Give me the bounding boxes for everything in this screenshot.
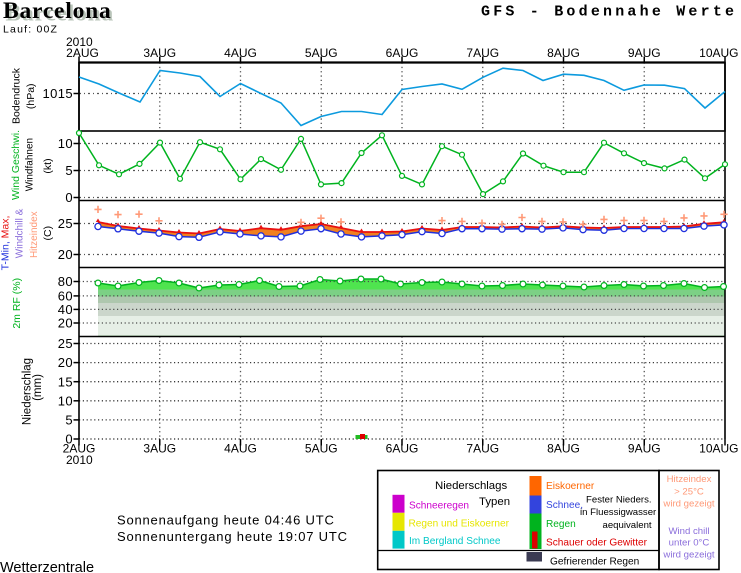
svg-text:Windchill &: Windchill &: [14, 208, 25, 258]
svg-text:8AUG: 8AUG: [547, 46, 580, 60]
svg-text:Wetterzentrale: Wetterzentrale: [0, 560, 94, 573]
svg-text:5: 5: [65, 413, 73, 428]
svg-text:7AUG: 7AUG: [466, 442, 499, 456]
svg-text:8AUG: 8AUG: [547, 442, 580, 456]
svg-text:5: 5: [65, 163, 73, 178]
svg-text:Sonnenaufgang heute 04:46 UTC: Sonnenaufgang heute 04:46 UTC: [117, 512, 335, 527]
svg-text:2m RF (%): 2m RF (%): [11, 278, 23, 329]
svg-text:Barcelona: Barcelona: [3, 0, 112, 24]
svg-text:Hitzeindex: Hitzeindex: [29, 211, 40, 258]
svg-text:> 25°C: > 25°C: [674, 487, 704, 498]
svg-text:4AUG: 4AUG: [224, 46, 257, 60]
svg-text:Gefrierender Regen: Gefrierender Regen: [550, 557, 639, 568]
svg-text:Lauf: 00Z: Lauf: 00Z: [3, 24, 58, 36]
svg-text:Im Bergland Schnee: Im Bergland Schnee: [409, 536, 501, 547]
svg-text:25: 25: [58, 216, 73, 231]
svg-text:(mm): (mm): [32, 374, 44, 401]
svg-text:Wind Geschwi.: Wind Geschwi.: [10, 130, 22, 200]
svg-text:10: 10: [58, 393, 73, 408]
svg-text:15: 15: [58, 374, 73, 389]
svg-text:Regen: Regen: [546, 519, 576, 530]
svg-text:6AUG: 6AUG: [386, 46, 419, 60]
svg-text:20: 20: [58, 316, 73, 331]
svg-text:Regen und Eiskoerner: Regen und Eiskoerner: [409, 519, 510, 530]
svg-text:Fester Nieders.: Fester Nieders.: [586, 495, 652, 506]
svg-text:Barcelona: Barcelona: [6, 1, 115, 27]
svg-text:20: 20: [58, 247, 73, 262]
svg-text:9AUG: 9AUG: [628, 46, 661, 60]
svg-text:25: 25: [58, 336, 73, 351]
svg-text:2010: 2010: [66, 35, 93, 49]
svg-text:5AUG: 5AUG: [305, 46, 338, 60]
svg-text:wird gezeigt: wird gezeigt: [662, 499, 715, 510]
svg-text:80: 80: [58, 274, 73, 289]
svg-text:40: 40: [58, 302, 73, 317]
svg-text:Schnee,: Schnee,: [546, 500, 583, 511]
svg-text:0: 0: [65, 190, 73, 205]
svg-text:10AUG: 10AUG: [699, 442, 738, 456]
svg-text:60: 60: [58, 289, 73, 304]
svg-text:Typen: Typen: [479, 496, 510, 508]
svg-text:(kt): (kt): [42, 158, 54, 173]
svg-text:T-Min, Max,: T-Min, Max,: [0, 216, 11, 271]
svg-text:2010: 2010: [66, 453, 93, 467]
svg-text:wird gezeigt: wird gezeigt: [662, 550, 715, 561]
svg-text:2AUG: 2AUG: [63, 442, 96, 456]
svg-text:aequivalent: aequivalent: [603, 520, 652, 531]
svg-text:Schauer oder Gewitter: Schauer oder Gewitter: [546, 538, 648, 549]
svg-text:5AUG: 5AUG: [305, 442, 338, 456]
svg-text:7AUG: 7AUG: [466, 46, 499, 60]
svg-text:GFS - Bodennahe Werte: GFS - Bodennahe Werte: [481, 4, 737, 21]
svg-text:Niederschlags: Niederschlags: [435, 480, 507, 492]
svg-text:1015: 1015: [42, 86, 73, 101]
svg-text:Sonnenuntergang heute 19:07 UT: Sonnenuntergang heute 19:07 UTC: [117, 529, 348, 544]
svg-text:in Fluessigwasser: in Fluessigwasser: [580, 507, 657, 518]
svg-text:6AUG: 6AUG: [386, 442, 419, 456]
svg-text:9AUG: 9AUG: [628, 442, 661, 456]
svg-text:3AUG: 3AUG: [143, 46, 176, 60]
svg-text:4AUG: 4AUG: [224, 442, 257, 456]
svg-text:20: 20: [58, 355, 73, 370]
svg-text:unter 0°C: unter 0°C: [669, 538, 710, 549]
svg-text:10: 10: [58, 136, 73, 151]
svg-text:Wind chill: Wind chill: [668, 526, 709, 537]
svg-text:(C): (C): [42, 226, 54, 241]
svg-text:0: 0: [65, 432, 73, 447]
svg-text:3AUG: 3AUG: [143, 442, 176, 456]
svg-text:Bodendruck: Bodendruck: [10, 67, 22, 124]
svg-text:Windfahnen: Windfahnen: [25, 138, 36, 191]
svg-text:10AUG: 10AUG: [699, 46, 738, 60]
svg-text:(hPa): (hPa): [25, 83, 37, 109]
svg-text:2AUG: 2AUG: [66, 46, 99, 60]
svg-text:Schneeregen: Schneeregen: [409, 501, 469, 512]
svg-text:Eiskoerner: Eiskoerner: [546, 481, 595, 492]
svg-text:Hitzeindex: Hitzeindex: [667, 474, 712, 485]
svg-text:Niederschlag: Niederschlag: [22, 358, 34, 425]
